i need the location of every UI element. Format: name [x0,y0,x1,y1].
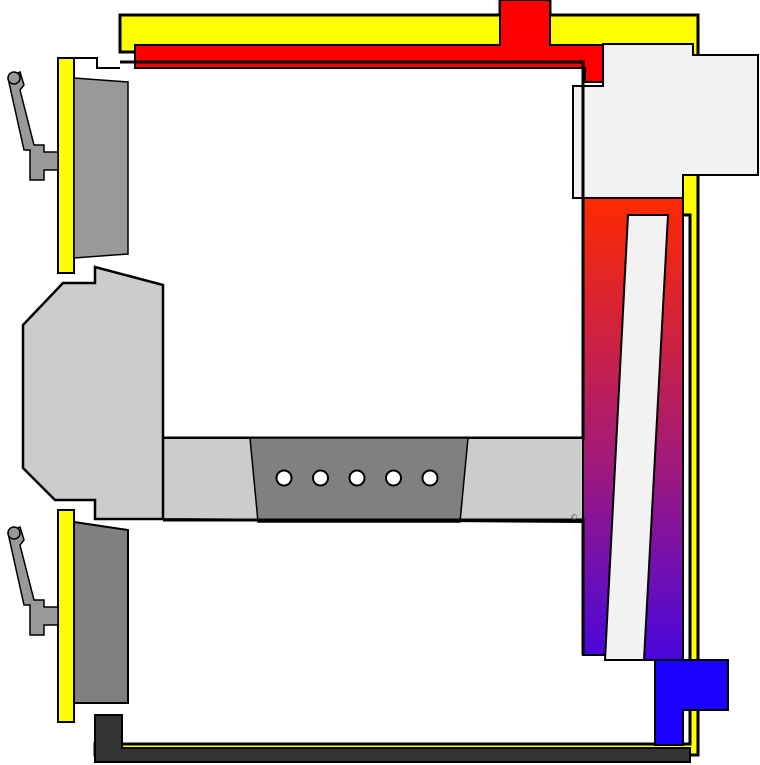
flue-tube [603,214,670,661]
nozzle-hole [385,469,402,487]
lower-door-handle[interactable] [7,525,59,636]
lower-door-insulation [73,520,129,704]
lower-door-frame [57,509,75,723]
cold-water-channel [654,659,729,746]
flue-collector [572,43,759,199]
nozzle-hole [348,469,366,487]
upper-door-frame [57,57,75,274]
upper-door-handle[interactable] [7,70,59,181]
upper-chamber [120,60,585,440]
lower-chamber [163,518,585,655]
nozzle-hole [421,469,439,487]
nozzle-hole [312,469,329,487]
nozzle-holes [275,469,439,487]
upper-door-insulation [73,77,129,259]
copyright-mark: © [570,513,578,522]
upper-door-top [74,57,120,69]
nozzle-hole [275,469,293,487]
refractory-block [21,265,165,521]
boiler-base [94,714,691,763]
